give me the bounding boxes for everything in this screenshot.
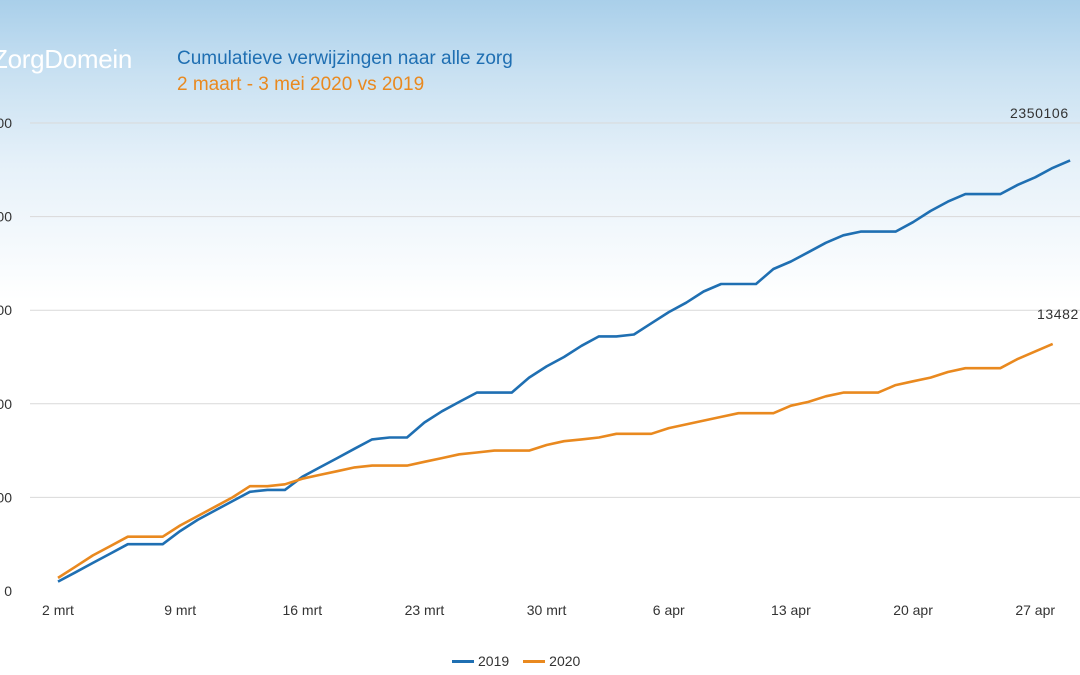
y-tick-label: 000 [0,396,12,412]
chart-title: Cumulatieve verwijzingen naar alle zorg [177,48,513,69]
x-tick-label: 30 mrt [527,602,567,618]
x-tick-label: 16 mrt [282,602,322,618]
gridlines [30,122,1080,498]
zorgdomein-logo: ZorgDomein [0,44,133,74]
y-tick-label: 000 [0,489,12,505]
legend-label-2019: 2019 [478,653,510,669]
y-axis-ticks: 0000000000000000 [0,115,12,599]
y-tick-label: 0 [4,583,12,599]
x-tick-label: 6 apr [653,602,685,618]
header-background [0,0,1080,300]
chart-subtitle: 2 maart - 3 mei 2020 vs 2019 [177,74,425,95]
x-tick-label: 13 apr [771,602,811,618]
legend-swatch-2020 [523,659,546,663]
x-axis-ticks: 2 mrt 9 mrt 16 mrt 23 mrt 30 mrt 6 apr 13 apr 2… [42,602,1055,618]
value-annotation-2020: 13482 [1037,306,1079,322]
y-tick-label: 000 [0,115,12,131]
x-tick-label: 9 mrt [164,602,196,618]
value-annotation-2019: 2350106 [1010,105,1069,121]
y-tick-label: 000 [0,209,12,225]
x-tick-label: 20 apr [893,602,933,618]
x-tick-label: 23 mrt [405,602,445,618]
legend-swatch-2019 [452,659,474,663]
x-tick-label: 27 apr [1015,602,1055,618]
series-lines [57,159,1071,583]
y-tick-label: 000 [0,302,12,318]
legend-item-2020[interactable]: 2020 [523,653,580,669]
legend-item-2019[interactable]: 2019 [452,653,509,669]
legend-label-2020: 2020 [549,653,581,669]
series-line-2020 [57,342,1054,579]
annotations: 2350106 13482 [1010,105,1079,322]
x-tick-label: 2 mrt [42,602,74,618]
series-line-2019 [57,159,1071,583]
legend: 2019 2020 [452,653,580,669]
